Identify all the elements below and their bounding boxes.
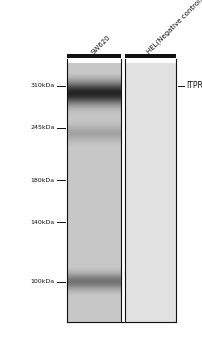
FancyBboxPatch shape — [125, 54, 176, 58]
FancyBboxPatch shape — [67, 54, 121, 58]
Text: SW620: SW620 — [90, 34, 111, 55]
Text: 310kDa: 310kDa — [30, 83, 55, 88]
Text: 180kDa: 180kDa — [31, 178, 55, 183]
Text: 245kDa: 245kDa — [30, 125, 55, 130]
Text: 100kDa: 100kDa — [31, 279, 55, 284]
Text: HEL(Negative control): HEL(Negative control) — [146, 0, 202, 55]
Text: ITPR3: ITPR3 — [186, 81, 202, 90]
Text: 140kDa: 140kDa — [30, 220, 55, 225]
